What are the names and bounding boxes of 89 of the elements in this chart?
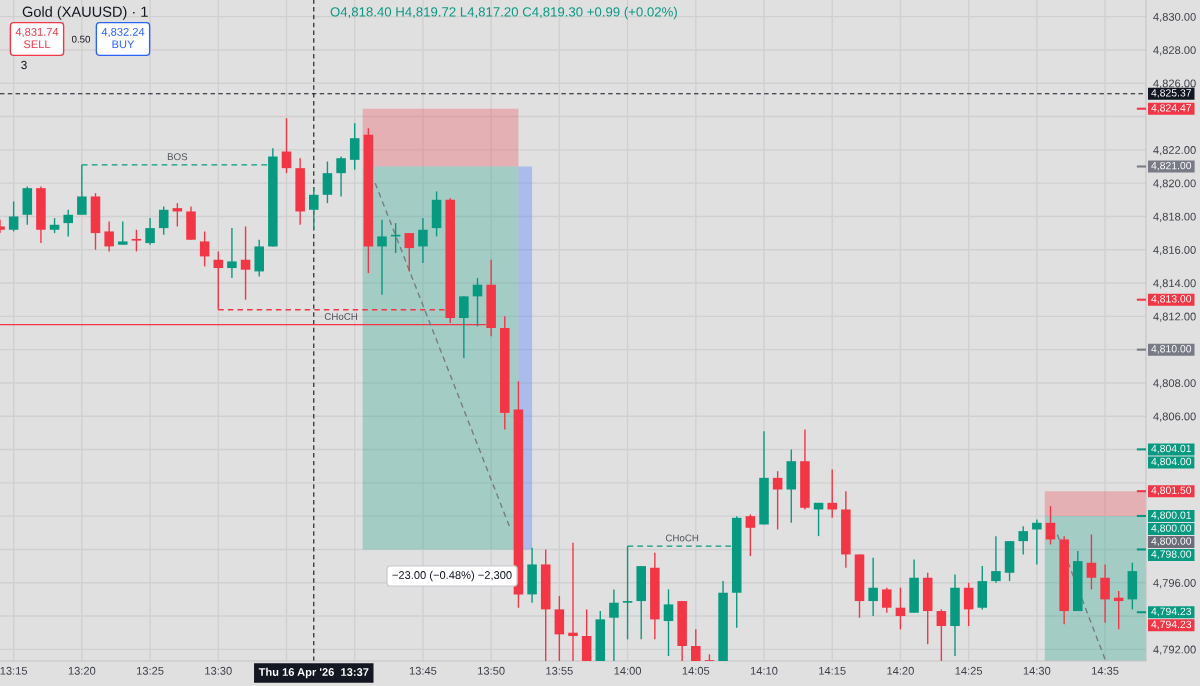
- ref-line-label: 4,825.37: [1151, 89, 1192, 98]
- chart-title: Gold (XAUUSD) · 1: [22, 6, 148, 20]
- y-tick-label: 4,806.00: [1153, 412, 1196, 422]
- y-tick-label: 4,826.00: [1153, 79, 1196, 89]
- text: 4,800.00: [1151, 524, 1192, 534]
- x-tick-label: 13:25: [137, 666, 164, 675]
- candlestick: [418, 217, 428, 264]
- candlestick: [377, 219, 387, 296]
- candlestick: [336, 155, 346, 198]
- ref-line-label: 4,800.01: [1151, 511, 1192, 521]
- x-tick-label: 14:05: [682, 666, 710, 675]
- text: 4,804.00: [1151, 457, 1192, 467]
- x-tick-label: 13:45: [409, 666, 437, 675]
- x-tick-label: 14:35: [1092, 666, 1119, 675]
- candlestick: [568, 542, 578, 661]
- candlestick: [663, 588, 674, 657]
- x-tick-label: 14:30: [1023, 666, 1051, 675]
- candlestick: [158, 205, 169, 236]
- annotation: −23.00 (−0.48%) −2,300: [392, 570, 512, 582]
- annotation: BOS: [167, 153, 188, 161]
- candlestick: [281, 117, 292, 174]
- x-tick-label: 14:25: [955, 666, 983, 675]
- candlestick: [199, 230, 210, 268]
- annotation: 4,831.74 SELL: [15, 27, 59, 49]
- candlestick: [691, 628, 701, 661]
- candlestick: [868, 557, 878, 617]
- y-tick-label: 4,828.00: [1153, 46, 1196, 56]
- candlestick: [609, 588, 619, 661]
- candlestick: [349, 122, 360, 171]
- candlestick: [1045, 505, 1056, 546]
- candlestick: [118, 220, 128, 246]
- y-tick-label: 4,816.00: [1153, 246, 1196, 256]
- ref-line-label: 4,813.00: [1151, 295, 1192, 304]
- chart-subtitle: O4,818.40 H4,819.72 L4,817.20 C4,819.30 +0.99 (+0.02%): [330, 6, 677, 20]
- candlestick: [309, 187, 319, 231]
- text: 4,794.23: [1151, 620, 1192, 630]
- candlestick: [63, 209, 73, 238]
- ref-line-label: 4,798.00: [1151, 550, 1192, 560]
- y-tick-label: 4,808.00: [1153, 379, 1196, 389]
- ref-line-label: Thu 16 Apr '26 13:37: [258, 667, 369, 679]
- annotation: 0.50: [71, 35, 91, 43]
- x-tick-label: 13:20: [68, 666, 96, 675]
- x-tick-label: 14:15: [819, 666, 846, 675]
- y-tick-label: 4,792.00: [1153, 645, 1196, 655]
- ref-line-label: 4,804.01: [1151, 444, 1192, 454]
- x-tick-label: 13:55: [546, 666, 573, 675]
- candlestick: [1032, 518, 1042, 566]
- candlestick: [772, 470, 783, 531]
- x-tick-label: 14:00: [614, 666, 642, 675]
- candlestick: [145, 217, 155, 246]
- ref-line-label: 4,810.00: [1151, 345, 1192, 354]
- candlestick: [936, 608, 947, 661]
- candlestick: [1086, 533, 1097, 591]
- candlestick: [404, 232, 415, 273]
- ref-line-label: 4,801.50: [1151, 486, 1192, 496]
- annotation: 3: [21, 60, 27, 70]
- x-tick-label: 13:50: [478, 666, 505, 675]
- x-tick-label: 14:10: [750, 666, 778, 675]
- text: 4,800.00: [1151, 537, 1192, 547]
- y-tick-label: 4,812.00: [1153, 312, 1196, 322]
- x-tick-label: 13:15: [0, 666, 28, 675]
- candlestick: [963, 582, 974, 627]
- y-tick-label: 4,830.00: [1153, 12, 1196, 23]
- ref-line-label: 4,821.00: [1151, 161, 1192, 171]
- candlestick: [882, 587, 892, 614]
- candlestick: [322, 160, 333, 204]
- candlestick: [1100, 563, 1110, 624]
- candlestick: [104, 220, 114, 253]
- ref-line-label: 4,824.47: [1151, 104, 1192, 113]
- annotation: 4,832.24 BUY: [101, 27, 145, 49]
- annotation: CHoCH: [324, 313, 358, 320]
- candlestick: [240, 225, 251, 301]
- y-tick-label: 4,820.00: [1153, 179, 1196, 189]
- candlestick: [991, 535, 1001, 584]
- candlestick: [745, 513, 756, 557]
- candlestick: [8, 200, 19, 233]
- y-tick-label: 4,796.00: [1153, 579, 1196, 589]
- y-tick-label: 4,814.00: [1153, 279, 1196, 289]
- x-tick-label: 14:20: [887, 666, 914, 675]
- y-tick-label: 4,818.00: [1153, 212, 1196, 222]
- y-tick-label: 4,822.00: [1153, 146, 1196, 156]
- candlestick: [459, 295, 469, 359]
- candlestick: [827, 468, 837, 519]
- ref-line-label: 4,794.23: [1151, 607, 1192, 617]
- candlestick: [1018, 525, 1028, 556]
- candlestick: [895, 587, 906, 631]
- x-tick-label: 13:30: [205, 666, 232, 675]
- annotation: CHoCH: [665, 534, 699, 542]
- candlestick: [227, 227, 237, 279]
